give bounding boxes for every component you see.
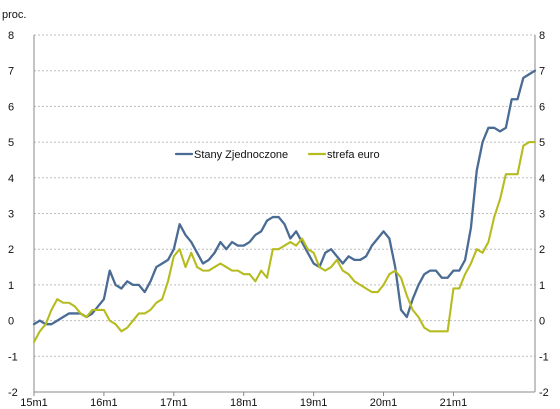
- y-tick-label-right-4: 4: [539, 173, 545, 185]
- y-tick-label-right-7: 7: [539, 66, 545, 78]
- series-line-strefa-euro: [32, 141, 537, 344]
- y-tick-label-left-2: 2: [8, 244, 14, 256]
- x-tick-label-21m1: 21m1: [440, 397, 468, 409]
- legend-label-strefa-euro: strefa euro: [327, 149, 380, 161]
- axes: -2 -2 -1 -1 0 0 1 1 2 2 3 3 4 4 5 5 6 6 7 7 8 8 15m1 16m1 17m1 18…: [8, 30, 549, 409]
- grid-lines: [34, 34, 535, 393]
- y-tick-label-left-1: 1: [8, 280, 14, 292]
- x-tick-label-20m1: 20m1: [370, 397, 398, 409]
- y-tick-label-left-7: 7: [8, 66, 14, 78]
- y-tick-label-right-8: 8: [539, 30, 545, 42]
- y-tick-label-left-4: 4: [8, 173, 14, 185]
- series-line-stany-zjednoczone: [32, 69, 537, 326]
- y-tick-label-left-minus-2: -2: [8, 387, 18, 399]
- x-tick-label-19m1: 19m1: [300, 397, 328, 409]
- y-tick-label-right-6: 6: [539, 101, 545, 113]
- y-tick-label-right-3: 3: [539, 209, 545, 221]
- legend: Stany Zjednoczone strefa euro: [174, 149, 380, 161]
- y-axis-unit-label: proc.: [2, 9, 26, 21]
- y-tick-label-right-5: 5: [539, 137, 545, 149]
- y-tick-label-left-5: 5: [8, 137, 14, 149]
- data-series: [32, 69, 537, 344]
- y-tick-label-right-1: 1: [539, 280, 545, 292]
- y-tick-label-left-6: 6: [8, 101, 14, 113]
- y-tick-label-right-minus-2: -2: [539, 387, 549, 399]
- y-tick-label-left-minus-1: -1: [8, 351, 18, 363]
- legend-label-stany-zjednoczone: Stany Zjednoczone: [194, 149, 288, 161]
- x-tick-label-17m1: 17m1: [160, 397, 188, 409]
- y-tick-label-right-minus-1: -1: [539, 351, 549, 363]
- y-tick-label-left-0: 0: [8, 316, 14, 328]
- x-tick-label-18m1: 18m1: [230, 397, 258, 409]
- y-tick-label-right-2: 2: [539, 244, 545, 256]
- y-tick-label-right-0: 0: [539, 316, 545, 328]
- x-tick-label-15m1: 15m1: [20, 397, 48, 409]
- x-tick-label-16m1: 16m1: [90, 397, 118, 409]
- y-tick-label-left-3: 3: [8, 209, 14, 221]
- y-tick-label-left-8: 8: [8, 30, 14, 42]
